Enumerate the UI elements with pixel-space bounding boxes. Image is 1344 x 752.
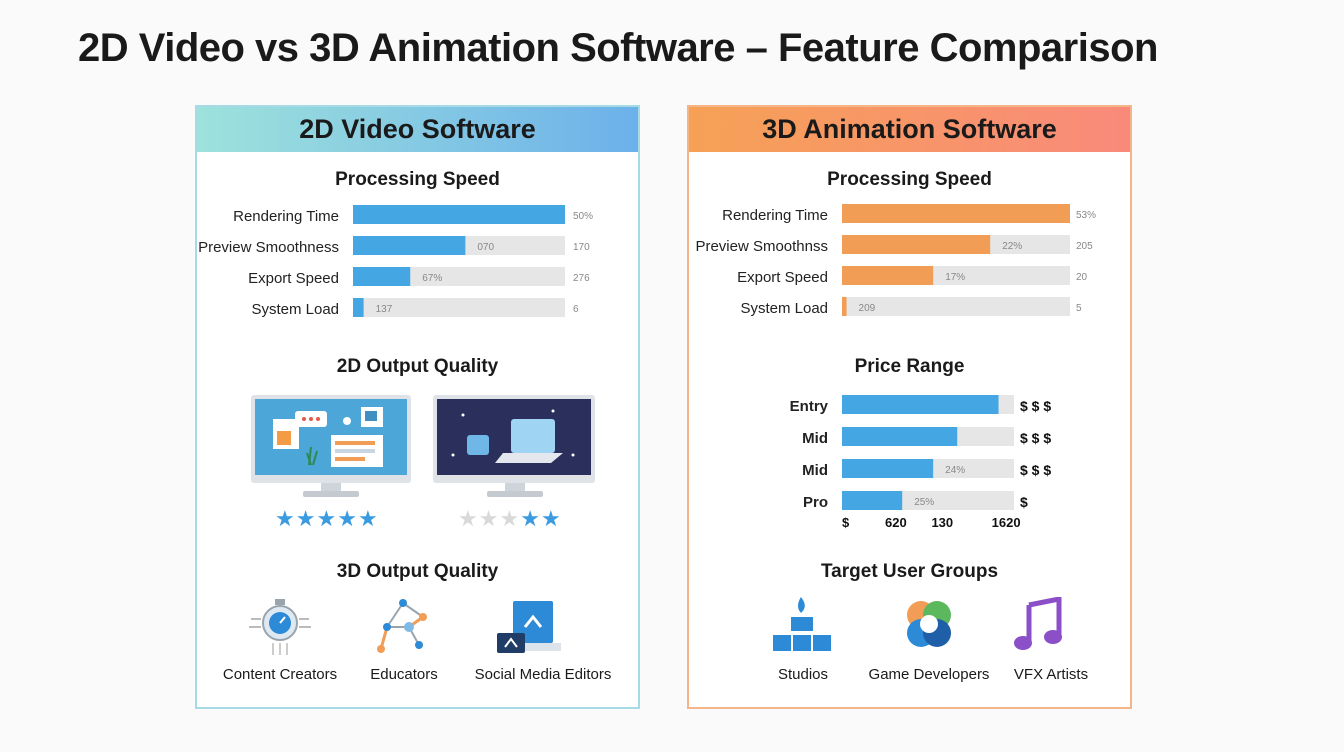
page-title: 2D Video vs 3D Animation Software – Feat…	[78, 26, 1158, 70]
bar-inner-label: 17%	[945, 272, 965, 283]
star-icon: ★	[316, 506, 338, 531]
bar-category-label: Mid	[802, 462, 828, 479]
bar-category-label: System Load	[251, 301, 339, 318]
groups-title: Target User Groups	[820, 561, 999, 582]
speed-chart-3d: Rendering Time 53%Preview Smoothnss 22% 205…	[695, 204, 1096, 317]
x-tick-label: $	[842, 515, 850, 530]
bar-end-label: $ $ $	[1020, 398, 1051, 414]
price-title: Price Range	[854, 356, 965, 377]
bar-category-label: Mid	[802, 430, 828, 447]
bar	[353, 236, 466, 255]
quality3d-title: 3D Output Quality	[336, 561, 499, 582]
user-label-social-media-editors: Social Media Editors	[474, 666, 612, 683]
speed-chart-2d: Rendering Time 50% Preview Smoothness 070 17…	[198, 205, 593, 318]
star-icon: ★	[540, 506, 562, 531]
bar-category-label: Pro	[803, 494, 828, 511]
bar	[842, 297, 847, 316]
bar-inner-label: 67%	[422, 273, 442, 284]
music-note-icon	[1014, 597, 1062, 650]
star-icon: ★	[499, 506, 521, 531]
bar	[842, 427, 958, 446]
rating-stars-3d: ★★★★★	[458, 506, 562, 532]
group-label-studios: Studios	[777, 666, 829, 683]
star-icon: ★	[295, 506, 317, 531]
bar-inner-label: 22%	[1002, 241, 1022, 252]
star-icon: ★	[478, 506, 500, 531]
bar-track	[842, 459, 1014, 478]
blocks-flame-icon	[773, 597, 831, 651]
rating-stars-2d: ★★★★★	[275, 506, 379, 532]
user-label-educators: Educators	[370, 666, 438, 683]
x-tick-label: 1620	[992, 515, 1021, 530]
group-label-game-developers: Game Developers	[868, 666, 990, 683]
bar	[353, 205, 565, 224]
speed-title-3d: Processing Speed	[827, 169, 992, 190]
bar	[842, 491, 903, 510]
bar	[842, 459, 934, 478]
bar-category-label: Preview Smoothness	[198, 239, 339, 256]
bar-track	[842, 297, 1070, 316]
bar-track	[842, 427, 1014, 446]
monitor-laptop-icon	[433, 395, 595, 497]
network-icon	[377, 599, 427, 653]
bar-inner-label: 24%	[945, 465, 965, 476]
bar-track	[842, 491, 1014, 510]
speed-title-2d: Processing Speed	[335, 169, 500, 190]
x-tick-label: 130	[931, 515, 953, 530]
bar	[842, 395, 999, 414]
bar-category-label: Rendering Time	[722, 207, 828, 224]
group-label-vfx-artists: VFX Artists	[1013, 666, 1089, 683]
bar-category-label: Preview Smoothnss	[695, 238, 828, 255]
bar-category-label: Rendering Time	[233, 208, 339, 225]
panel-3d-animation: 3D Animation Software Processing Speed R…	[687, 105, 1132, 709]
bar-inner-label: 137	[376, 304, 393, 315]
bar	[842, 204, 1070, 223]
bar-end-label: 20	[1076, 272, 1088, 283]
bar-track	[842, 395, 1014, 414]
bar-end-label: 276	[573, 273, 590, 284]
bar-end-label: 5	[1076, 303, 1082, 314]
star-icon: ★	[357, 506, 379, 531]
quality2d-title: 2D Output Quality	[336, 356, 499, 377]
x-tick-label: 620	[885, 515, 907, 530]
swirl-logo-icon	[907, 601, 951, 647]
media-box-icon	[497, 601, 561, 653]
user-label-content-creators: Content Creators	[222, 666, 338, 683]
bar-category-label: System Load	[740, 300, 828, 317]
bar-category-label: Export Speed	[737, 269, 828, 286]
bar-track	[353, 298, 565, 317]
panel-2d-video: 2D Video Software Processing Speed Rende…	[195, 105, 640, 709]
bar-end-label: $	[1020, 494, 1028, 510]
monitor-ui-icon	[251, 395, 411, 497]
bar-end-label: 205	[1076, 241, 1093, 252]
panel-header-2d: 2D Video Software	[197, 107, 638, 152]
bar-inner-label: 070	[477, 242, 494, 253]
star-icon: ★	[458, 506, 479, 531]
star-icon: ★	[520, 506, 541, 531]
bar-end-label: 6	[573, 304, 579, 315]
bar-inner-label: 25%	[914, 497, 934, 508]
bar	[353, 267, 411, 286]
bar-inner-label: 209	[859, 303, 876, 314]
star-icon: ★	[275, 506, 296, 531]
bar	[842, 266, 934, 285]
bar-end-label: 50%	[573, 211, 593, 222]
bar-end-label: $ $ $	[1020, 430, 1051, 446]
bar-end-label: $ $ $	[1020, 462, 1051, 478]
bar-category-label: Entry	[790, 398, 829, 415]
bar	[353, 298, 364, 317]
stopwatch-icon	[249, 599, 311, 655]
bar-end-label: 170	[573, 242, 590, 253]
star-icon: ★	[337, 506, 358, 531]
panel-header-3d: 3D Animation Software	[689, 107, 1130, 152]
bar	[842, 235, 991, 254]
bar-category-label: Export Speed	[248, 270, 339, 287]
bar-end-label: 53%	[1076, 210, 1096, 221]
